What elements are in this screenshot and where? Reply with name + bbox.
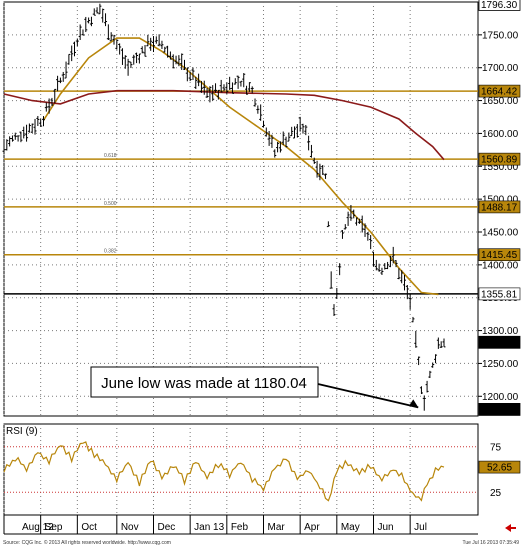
y-tick-label: 1450.00: [482, 228, 519, 239]
x-tick-label: May: [341, 522, 360, 533]
x-tick-label: Jul: [414, 522, 427, 533]
price-badge-label: 1282.18: [481, 338, 518, 349]
price-badge: [478, 335, 521, 349]
x-tick-label: Dec: [157, 522, 175, 533]
rsi-panel: RSI (9): [3, 423, 479, 516]
rsi-badge: [478, 460, 521, 474]
x-tick-label: Apr: [304, 522, 320, 533]
price-badge-label: 1180.04: [481, 405, 517, 416]
rsi-line: [3, 441, 445, 502]
rsi-badge-label: 52.65: [487, 463, 512, 474]
y-tick-label: 1700.00: [482, 63, 519, 74]
fib-ratio-label: 0.382: [104, 249, 117, 255]
rsi-y-tick-label: 75: [490, 442, 502, 453]
y-tick-label: 1650.00: [482, 96, 519, 107]
price-frame: [3, 1, 479, 417]
price-badge-label: 1796.30: [481, 0, 518, 11]
footer-timestamp: Tue Jul 16 2013 07:35:49: [462, 540, 519, 546]
price-panel: 0.618 0.500 0.382: [2, 1, 479, 417]
level-badge: [478, 200, 521, 214]
y-tick-label: 1250.00: [482, 359, 519, 370]
y-axis: 1750.00 1700.00 1650.00 1600.00 1550.00 1500.…: [478, 0, 521, 499]
level-badge: [478, 84, 521, 98]
y-tick-label: 1200.00: [482, 392, 519, 403]
level-badge: [478, 152, 521, 166]
rsi-frame: [3, 423, 479, 516]
level-badge: [478, 248, 521, 262]
level-badge-label: 1488.17: [481, 202, 518, 213]
annotation-arrow: [317, 383, 419, 409]
level-badge-label: 1415.45: [481, 250, 518, 261]
level-badge-label: 1355.81: [481, 289, 518, 300]
rsi-panel-label: RSI (9): [6, 426, 38, 437]
price-badge: [478, 403, 521, 416]
y-tick-label: 1550.00: [482, 162, 519, 173]
annotation-box: [90, 366, 319, 398]
y-tick-label: 1600.00: [482, 129, 519, 140]
footer-source: Source: CQG Inc. © 2013 All rights reser…: [3, 539, 171, 546]
rsi-y-tick-label: 25: [490, 488, 502, 499]
scroll-arrow-icon: [505, 524, 516, 532]
y-tick-label: 1300.00: [482, 326, 519, 337]
annotation-arrowhead: [409, 399, 419, 408]
x-tick-label: Jan 13: [194, 522, 224, 533]
x-tick-label: Aug 12: [22, 522, 54, 533]
level-badge: [478, 287, 521, 301]
x-tick-label: Feb: [231, 522, 249, 533]
moving-average-line: [42, 37, 439, 296]
level-badge-label: 1664.42: [481, 87, 518, 98]
moving-average-line: [3, 89, 445, 161]
fib-ratio-label: 0.500: [104, 201, 117, 207]
x-tick-label: Oct: [81, 522, 97, 533]
x-tick-label: Mar: [267, 522, 285, 533]
x-tick-label: Sep: [45, 522, 63, 533]
x-tick-label: Nov: [121, 522, 139, 533]
y-tick-label: 1750.00: [482, 30, 519, 41]
level-badge-label: 1560.89: [481, 155, 518, 166]
x-tick-label: Jun: [377, 522, 393, 533]
fib-ratio-label: 0.618: [104, 153, 117, 159]
y-tick-label: 1400.00: [482, 260, 519, 271]
overlay: June low was made at 1180.04: [90, 366, 516, 532]
annotation-text: June low was made at 1180.04: [101, 375, 307, 392]
price-badge: [478, 0, 521, 11]
y-tick-label: 1500.00: [482, 195, 519, 206]
